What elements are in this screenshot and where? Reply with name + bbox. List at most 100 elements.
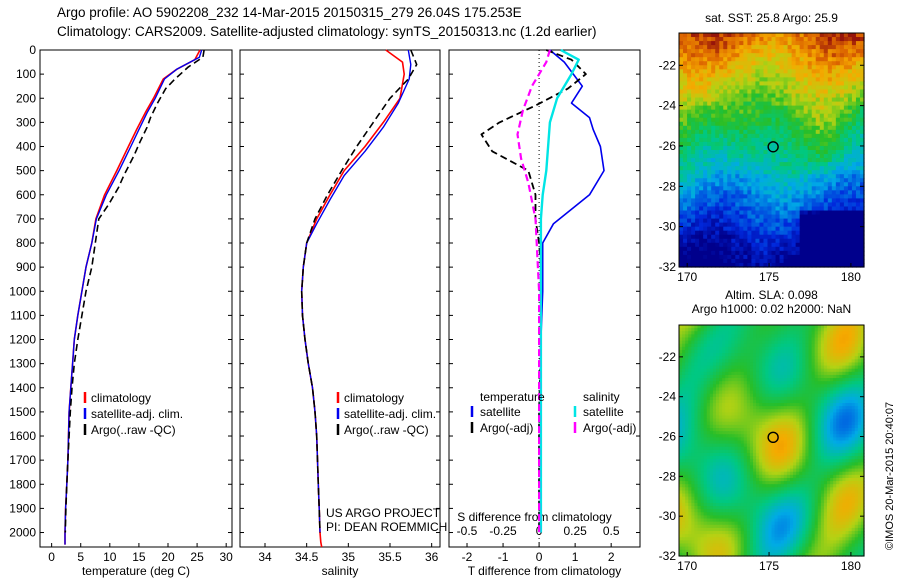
map-cell [700,349,705,354]
map-cell [763,65,769,70]
map-cell [811,340,816,345]
map-cell [746,331,751,335]
map-cell [802,337,807,342]
map-cell [715,174,720,179]
map-cell [820,359,825,364]
map-cell [847,73,853,78]
map-cell [783,222,789,228]
map-cell [859,246,865,252]
map-cell [786,356,791,360]
map-cell [808,418,813,423]
map-cell [802,328,807,332]
map-cell [795,77,801,83]
map-cell [831,85,837,91]
map-cell [799,393,803,398]
map-cell [786,349,791,354]
map-cell [777,325,782,329]
map-cell [763,61,769,66]
map-cell [851,174,857,179]
map-cell [719,362,723,367]
map-cell [735,262,740,268]
map-cell [697,418,702,423]
map-cell [793,418,797,423]
map-cell [839,162,845,167]
map-cell [799,65,805,70]
map-cell [711,214,716,220]
map-cell [795,57,801,62]
map-cell [746,368,751,373]
map-cell [703,331,708,335]
map-cell [746,349,751,354]
map-cell [685,378,689,382]
map-cell [843,117,849,123]
map-cell [727,57,732,62]
map-cell [827,262,833,268]
map-cell [859,117,865,123]
map-cell [780,384,785,389]
map-cell [699,166,704,171]
map-cell [795,214,801,220]
map-cell [851,246,857,252]
map-cell [746,409,751,413]
map-cell [827,258,833,264]
map-cell [679,214,684,220]
map-cell [712,381,717,385]
map-cell [859,158,865,163]
map-cell [851,182,857,187]
map-cell [835,61,841,66]
map-cell [731,133,736,139]
map-cell [743,186,748,191]
map-cell [734,368,739,373]
map-cell [795,242,801,248]
map-cell [795,174,801,179]
map-cell [771,387,776,392]
map-cell [707,158,712,163]
map-cell [691,145,696,151]
map-cell [762,418,766,423]
map-cell [706,381,711,385]
map-cell [691,403,696,407]
map-cell [814,356,819,360]
map-cell [697,374,702,379]
map-cell [811,41,817,46]
map-cell [790,331,794,335]
map-cell [734,399,739,404]
map-cell [803,93,809,99]
map-cell [775,69,781,74]
map-cell [823,384,828,389]
map-cell [755,53,761,58]
map-cell [725,378,729,382]
map-cell [780,381,785,385]
map-cell [854,393,859,398]
map-cell [762,381,766,385]
map-cell [691,412,696,417]
map-cell [728,325,733,329]
map-cell [691,77,696,83]
map-cell [683,162,688,167]
map-cell [768,396,773,401]
map-cell [725,337,729,342]
map-cell [703,129,708,135]
map-cell [811,190,817,195]
map-cell [687,141,692,147]
map-cell [814,359,819,364]
map-cell [695,109,700,115]
map-cell [740,409,745,413]
map-cell [823,194,829,200]
map-cell [707,37,712,42]
map-cell [767,101,773,107]
map-cell [753,331,757,335]
map-cell [814,399,819,404]
map-cell [739,109,744,115]
map-cell [807,214,813,220]
map-cell [857,390,862,395]
map-cell [854,378,859,382]
map-cell [779,33,785,38]
map-cell [725,374,729,379]
map-cell [796,359,800,364]
map-cell [739,105,744,111]
map-cell [747,242,752,248]
map-cell [847,198,853,204]
map-cell [735,37,740,42]
map-cell [703,378,708,382]
